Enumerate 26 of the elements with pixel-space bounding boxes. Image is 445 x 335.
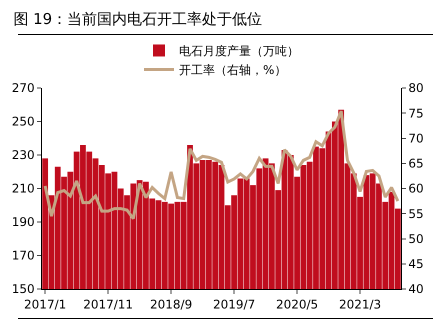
y2-tick-label: 60 — [408, 182, 424, 196]
y-tick-label: 190 — [12, 215, 35, 230]
y-tick-label: 150 — [12, 282, 35, 296]
chart-title: 图 19：当前国内电石开工率处于低位 — [13, 10, 262, 28]
x-tick-label: 2020/5 — [276, 297, 318, 312]
x-tick-label: 2017/11 — [83, 297, 134, 312]
y2-tick-label: 50 — [408, 232, 424, 246]
x-tick-label: 2018/9 — [150, 297, 192, 312]
legend-label: 开工率（右轴，%） — [179, 63, 286, 78]
y-tick-label: 250 — [12, 114, 35, 129]
y2-tick-label: 75 — [408, 106, 424, 120]
y-tick-label: 210 — [12, 182, 35, 196]
y2-tick-label: 40 — [408, 282, 424, 296]
y2-tick-label: 55 — [408, 206, 424, 221]
x-tick-label: 2019/7 — [212, 297, 256, 312]
y2-tick-label: 80 — [408, 81, 424, 96]
x-tick-label: 2017/1 — [24, 297, 66, 312]
line-series — [44, 110, 400, 220]
y-tick-label: 170 — [12, 248, 35, 263]
y2-tick-label: 65 — [408, 156, 424, 171]
y2-tick-label: 45 — [408, 257, 424, 272]
y-tick-label: 230 — [12, 148, 35, 162]
x-tick-label: 2021/3 — [338, 297, 382, 312]
y2-tick-label: 70 — [408, 131, 424, 146]
y-tick-label: 270 — [12, 81, 35, 96]
legend-label: 电石月度产量（万吨） — [179, 44, 299, 58]
